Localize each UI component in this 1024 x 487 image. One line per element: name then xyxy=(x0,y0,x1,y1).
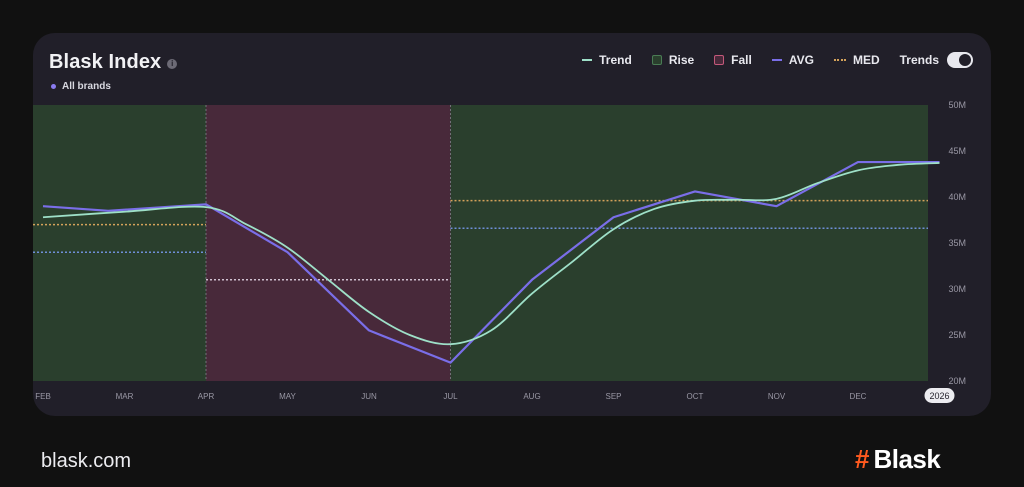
trends-toggle-group: Trends xyxy=(900,52,973,68)
y-tick-label: 35M xyxy=(948,238,966,248)
x-tick-label: MAR xyxy=(116,392,134,401)
y-tick-label: 30M xyxy=(948,284,966,294)
y-tick-label: 45M xyxy=(948,146,966,156)
y-tick-label: 40M xyxy=(948,192,966,202)
x-tick-label: SEP xyxy=(605,392,621,401)
legend-fall[interactable]: Fall xyxy=(714,53,752,67)
x-tick-label: AUG xyxy=(523,392,540,401)
brand-name: Blask xyxy=(873,444,941,474)
legend-rise[interactable]: Rise xyxy=(651,53,695,67)
brand-logo: # Blask xyxy=(855,444,941,474)
trend-swatch-icon xyxy=(582,59,593,61)
blask-index-chart: 50M 45M 40M 35M 30M 25M 20M FEB MAR APR MAY JUN JUL A… xyxy=(33,100,966,403)
trend-line xyxy=(42,162,940,346)
x-tick-label-year: 2026 xyxy=(929,391,949,401)
info-icon[interactable]: i xyxy=(167,58,178,69)
x-tick-label: FEB xyxy=(35,392,51,401)
blask-index-card: Blask Index i All brands Trend Rise Fall… xyxy=(33,33,991,416)
legend-med-label: MED xyxy=(852,53,880,67)
legend-avg-label: AVG xyxy=(788,53,814,67)
x-tick-label: MAY xyxy=(279,392,296,401)
x-tick-label: JUN xyxy=(361,392,377,401)
y-tick-label: 50M xyxy=(948,100,966,110)
med-swatch-icon xyxy=(833,59,846,61)
series-label-text: All brands xyxy=(62,81,111,92)
legend-rise-label: Rise xyxy=(668,53,695,67)
region-rise-0 xyxy=(33,105,206,381)
region-rise-2 xyxy=(450,105,928,381)
rise-swatch-icon xyxy=(651,55,662,65)
series-dot-icon xyxy=(51,84,56,89)
trends-toggle-label: Trends xyxy=(899,53,939,67)
y-tick-label: 20M xyxy=(948,376,966,386)
brand-hash-icon: # xyxy=(855,444,870,474)
x-tick-label: JUL xyxy=(443,392,458,401)
y-tick-label: 25M xyxy=(948,330,966,340)
x-tick-label: APR xyxy=(198,392,215,401)
x-tick-label: NOV xyxy=(768,392,786,401)
chart-legend: Trend Rise Fall AVG MED Trends xyxy=(582,52,973,68)
year-badge xyxy=(924,388,955,403)
series-line-all-brands xyxy=(42,160,940,364)
legend-fall-label: Fall xyxy=(731,53,752,67)
region-fall-1 xyxy=(206,105,451,381)
avg-swatch-icon xyxy=(771,59,782,61)
legend-med[interactable]: MED xyxy=(833,53,880,67)
site-url[interactable]: blask.com xyxy=(41,450,132,472)
x-tick-label: OCT xyxy=(687,392,704,401)
fall-swatch-icon xyxy=(714,55,725,65)
legend-trend[interactable]: Trend xyxy=(582,53,632,67)
trends-toggle[interactable] xyxy=(947,52,973,68)
chart-title: Blask Index xyxy=(49,51,162,73)
x-tick-label: DEC xyxy=(850,392,867,401)
toggle-knob xyxy=(959,54,971,66)
legend-avg[interactable]: AVG xyxy=(771,53,814,67)
series-label: All brands xyxy=(51,81,111,92)
title-row: Blask Index i xyxy=(49,51,178,74)
legend-trend-label: Trend xyxy=(599,53,632,67)
